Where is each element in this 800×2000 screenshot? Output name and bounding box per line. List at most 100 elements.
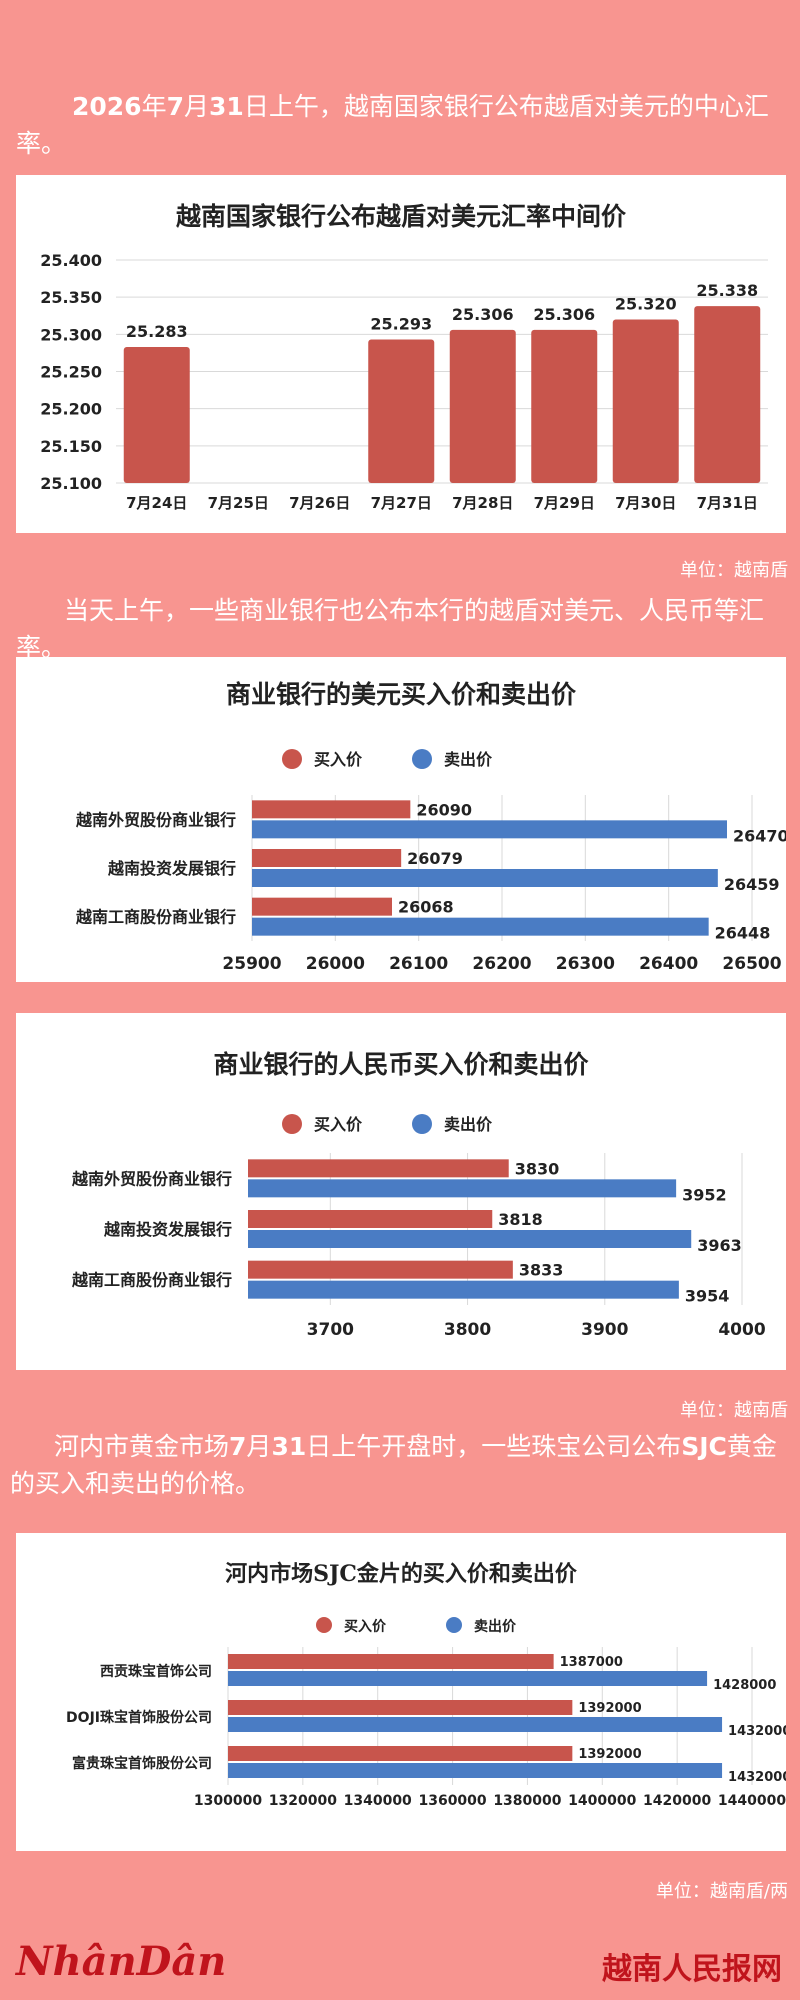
x-tick-label: 1440000 <box>718 1793 786 1809</box>
y-tick-label: 25.250 <box>40 363 102 382</box>
legend-label: 买入价 <box>314 750 363 769</box>
bar <box>531 329 598 483</box>
bar-sell <box>252 917 709 936</box>
legend-label: 卖出价 <box>444 750 493 769</box>
unit-label-2: 单位：越南盾 <box>680 1400 788 1421</box>
x-tick-label: 7月29日 <box>534 494 595 512</box>
intro-day: 31 <box>209 92 244 121</box>
bar <box>612 319 679 483</box>
chart-title: 商业银行的美元买入价和卖出价 <box>226 680 577 709</box>
bar-buy <box>228 1654 554 1669</box>
y-tick-label: 25.150 <box>40 437 102 456</box>
chart-title: 河内市场SJC金片的买入价和卖出价 <box>225 1561 578 1587</box>
bar-sell <box>228 1763 723 1778</box>
intro-paragraph: 2026年7月31日上午，越南国家银行公布越盾对美元的中心汇率。 <box>16 88 786 162</box>
chart-card-central-rate: 越南国家银行公布越盾对美元汇率中间价 25.100 25.150 25.200 25.2… <box>16 175 786 533</box>
data-label: 25.293 <box>370 315 432 334</box>
legend-marker-buy <box>282 749 302 769</box>
category-label: 西贡珠宝首饰公司 <box>100 1663 212 1680</box>
chart-card-gold: 河内市场SJC金片的买入价和卖出价 买入价 卖出价 1300000 1320000 134… <box>16 1533 786 1851</box>
chart-title: 商业银行的人民币买入价和卖出价 <box>213 1050 589 1079</box>
legend-marker-sell <box>446 1617 462 1633</box>
data-label: 1392000 <box>578 1701 641 1716</box>
bar-buy <box>252 800 411 819</box>
bar-sell <box>228 1717 723 1732</box>
data-label: 3818 <box>498 1210 543 1229</box>
legend-marker-sell <box>412 749 432 769</box>
x-tick-label: 7月27日 <box>371 494 432 512</box>
bar-buy <box>252 849 402 867</box>
data-label: 25.338 <box>696 281 758 300</box>
x-tick-label: 7月28日 <box>452 494 513 512</box>
legend-marker-buy <box>316 1617 332 1633</box>
x-tick-label: 3800 <box>444 1320 491 1340</box>
x-tick-label: 25900 <box>222 954 281 974</box>
bar-sell <box>248 1230 692 1248</box>
gold-text-1: 河内市黄金市场 <box>54 1432 230 1461</box>
site-brand: 越南人民报网 <box>602 1952 782 1987</box>
category-label: 越南投资发展银行 <box>103 1220 232 1239</box>
x-tick-label: 7月30日 <box>615 494 676 512</box>
x-tick-label: 26400 <box>639 954 698 974</box>
legend-label: 卖出价 <box>444 1115 493 1134</box>
category-label: DOJI珠宝首饰股份公司 <box>66 1709 212 1726</box>
data-label: 26079 <box>407 849 463 868</box>
y-tick-label: 25.300 <box>40 325 102 344</box>
data-label: 3952 <box>682 1185 727 1204</box>
data-label: 25.283 <box>126 322 188 341</box>
gold-month: 7 <box>229 1432 247 1461</box>
x-tick-label: 3900 <box>581 1320 628 1340</box>
x-tick-label: 26100 <box>389 954 448 974</box>
data-label: 26448 <box>715 924 771 943</box>
data-label: 3963 <box>697 1236 742 1255</box>
bar <box>694 306 761 483</box>
x-tick-label: 1300000 <box>194 1793 262 1809</box>
x-tick-label: 7月24日 <box>126 494 187 512</box>
footer: NhânDân 越南人民报网 <box>0 1930 800 2000</box>
data-label: 25.306 <box>533 305 595 324</box>
x-tick-label: 1420000 <box>643 1793 711 1809</box>
x-tick-label: 26500 <box>722 954 781 974</box>
gold-text-3: 日上午开盘时，一些珠宝公司公布 <box>306 1432 682 1461</box>
data-label: 3833 <box>519 1261 564 1280</box>
x-tick-label: 7月26日 <box>289 494 350 512</box>
intro-month: 7 <box>166 92 185 121</box>
bar-sell <box>252 869 718 887</box>
bar-sell <box>252 820 727 839</box>
bar-buy <box>248 1260 513 1279</box>
legend-label: 买入价 <box>344 1619 387 1635</box>
legend-marker-sell <box>412 1114 432 1134</box>
x-tick-label: 26300 <box>556 954 615 974</box>
data-label: 1392000 <box>578 1747 641 1762</box>
data-label: 3954 <box>685 1287 730 1306</box>
chart-card-cny: 商业银行的人民币买入价和卖出价 买入价 卖出价 3700 3800 3900 4000 越南外… <box>16 1013 786 1370</box>
data-label: 25.306 <box>452 305 514 324</box>
category-label: 越南外贸股份商业银行 <box>75 810 236 829</box>
x-tick-label: 7月25日 <box>208 494 269 512</box>
data-label: 26459 <box>724 875 780 894</box>
data-label: 25.320 <box>615 294 677 313</box>
x-tick-label: 1400000 <box>568 1793 636 1809</box>
paragraph-gold: 河内市黄金市场7月31日上午开盘时，一些珠宝公司公布SJC黄金的买入和卖出的价格… <box>10 1428 786 1502</box>
intro-year: 2026 <box>72 92 142 121</box>
gold-sjc: SJC <box>681 1432 727 1461</box>
intro-text-1: 年 <box>141 92 167 121</box>
gold-text-4: 黄金的买入和卖出的价格。 <box>10 1432 777 1498</box>
nhandan-logo: NhânDân <box>16 1938 227 1985</box>
category-label: 富贵珠宝首饰股份公司 <box>72 1755 212 1772</box>
unit-label-1: 单位：越南盾 <box>680 560 788 581</box>
legend-marker-buy <box>282 1114 302 1134</box>
legend-label: 买入价 <box>314 1115 363 1134</box>
data-label: 3830 <box>515 1159 560 1178</box>
data-label: 1428000 <box>713 1678 776 1693</box>
bar-buy <box>248 1159 509 1178</box>
y-tick-label: 25.400 <box>40 251 102 270</box>
x-tick-label: 1380000 <box>493 1793 561 1809</box>
y-tick-label: 25.100 <box>40 474 102 493</box>
x-tick-label: 4000 <box>718 1320 765 1340</box>
bar-sell <box>228 1671 708 1686</box>
intro-text-2: 月 <box>184 92 210 121</box>
x-tick-label: 3700 <box>307 1320 354 1340</box>
